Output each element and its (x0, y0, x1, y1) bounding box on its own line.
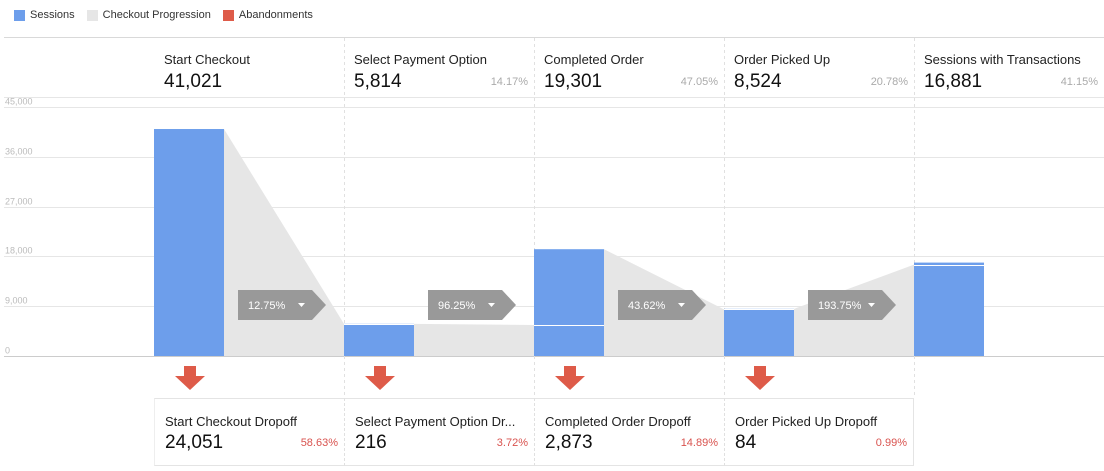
step-percentage: 41.15% (1060, 76, 1098, 88)
abandonment-arrow-icon (745, 366, 775, 390)
dropoff-value: 216 (355, 432, 387, 453)
dropoff-value: 84 (735, 432, 757, 453)
y-tick-label: 45,000 (5, 97, 33, 107)
step-percentage: 20.78% (870, 76, 908, 88)
conversion-rate-label: 96.25% (438, 300, 476, 312)
progression-flow (414, 323, 534, 356)
y-tick-label: 18,000 (5, 246, 33, 256)
step-percentage: 14.17% (490, 76, 528, 88)
dropoff-percentage: 3.72% (496, 437, 528, 449)
y-tick-label: 9,000 (5, 296, 28, 306)
session-bar (344, 323, 414, 356)
step-value: 8,524 (734, 71, 782, 92)
session-bar (154, 129, 224, 356)
abandonment-arrow-icon (555, 366, 585, 390)
conversion-tag (618, 290, 706, 320)
dropoff-card[interactable]: Select Payment Option Dr... 216 3.72% (344, 398, 534, 466)
step-name: Select Payment Option (354, 52, 487, 67)
legend-label: Abandonments (238, 9, 313, 21)
legend-label: Sessions (30, 9, 75, 21)
step-value: 5,814 (354, 71, 402, 92)
y-tick-label: 36,000 (5, 147, 33, 157)
chevron-down-icon (298, 303, 305, 307)
legend-swatch (222, 9, 234, 21)
dropoff-percentage: 0.99% (875, 437, 907, 449)
session-bar (724, 308, 794, 356)
conversion-tag (238, 290, 326, 320)
abandonment-arrow-icon (365, 366, 395, 390)
step-value: 19,301 (544, 71, 603, 92)
conversion-rate-label: 193.75% (818, 300, 862, 312)
step-value: 16,881 (924, 71, 983, 92)
y-tick-label: 0 (5, 346, 10, 356)
abandonment-arrow-icon (175, 366, 205, 390)
dropoff-value: 2,873 (545, 432, 593, 453)
step-header[interactable]: Order Picked Up 8,524 20.78% (724, 40, 914, 98)
session-bar (914, 262, 984, 356)
legend-item[interactable]: Abandonments (222, 9, 313, 21)
dropoff-card[interactable]: Completed Order Dropoff 2,873 14.89% (534, 398, 724, 466)
conversion-rate-label: 43.62% (628, 300, 666, 312)
legend-swatch (14, 9, 25, 21)
dropoff-name: Order Picked Up Dropoff (735, 414, 878, 429)
step-name: Order Picked Up (734, 52, 831, 67)
progression-flow (224, 129, 344, 356)
step-header[interactable]: Completed Order 19,301 47.05% (534, 40, 724, 98)
chevron-down-icon (678, 303, 685, 307)
legend-label: Checkout Progression (102, 9, 211, 21)
step-header[interactable]: Sessions with Transactions 16,881 41.15% (914, 40, 1104, 98)
step-percentage: 47.05% (680, 76, 718, 88)
step-header[interactable]: Select Payment Option 5,814 14.17% (344, 40, 534, 98)
dropoff-percentage: 58.63% (300, 437, 338, 449)
dropoff-card[interactable]: Order Picked Up Dropoff 84 0.99% (724, 398, 914, 466)
legend-item[interactable]: Sessions (14, 9, 75, 21)
conversion-tag (428, 290, 516, 320)
step-header[interactable]: Start Checkout 41,021 (154, 40, 344, 98)
step-name: Sessions with Transactions (924, 52, 1081, 67)
dropoff-name: Select Payment Option Dr... (355, 414, 516, 429)
step-name: Completed Order (544, 52, 644, 67)
conversion-rate-label: 12.75% (248, 300, 286, 312)
legend-item[interactable]: Checkout Progression (86, 9, 211, 21)
chevron-down-icon (868, 303, 875, 307)
dropoff-name: Completed Order Dropoff (545, 414, 691, 429)
chart-legend: Sessions Checkout Progression Abandonments (14, 7, 325, 23)
legend-swatch (86, 9, 98, 21)
chevron-down-icon (488, 303, 495, 307)
conversion-tag (808, 290, 896, 320)
step-value: 41,021 (164, 71, 223, 92)
dropoff-value: 24,051 (165, 432, 224, 453)
dropoff-card[interactable]: Start Checkout Dropoff 24,051 58.63% (154, 398, 344, 466)
y-tick-label: 27,000 (5, 197, 33, 207)
step-name: Start Checkout (164, 52, 250, 67)
dropoff-percentage: 14.89% (680, 437, 718, 449)
dropoff-name: Start Checkout Dropoff (165, 414, 297, 429)
session-bar (534, 249, 604, 356)
